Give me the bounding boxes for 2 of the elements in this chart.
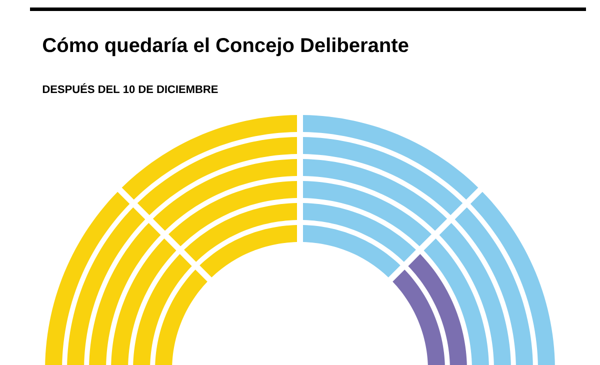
- chart-subtitle: DESPUÉS DEL 10 DE DICIEMBRE: [42, 83, 218, 94]
- chart-title: Cómo quedaría el Concejo Deliberante: [43, 37, 408, 56]
